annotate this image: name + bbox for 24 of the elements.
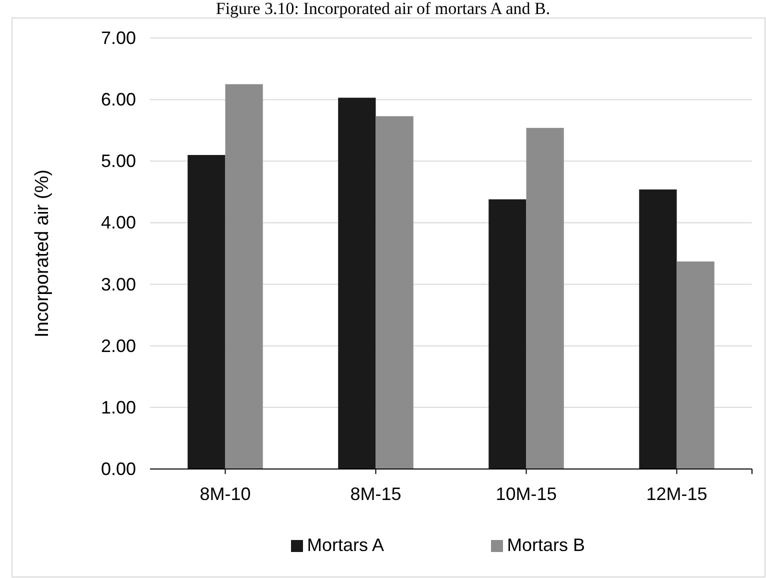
x-tick-label: 10M-15 [496, 484, 557, 504]
legend-label: Mortars A [307, 535, 384, 555]
y-tick-label: 6.00 [100, 90, 136, 110]
y-tick-label: 4.00 [100, 212, 136, 233]
y-tick-label: 2.00 [100, 336, 136, 356]
bar [526, 128, 564, 469]
legend-label: Mortars B [507, 535, 586, 555]
chart-title: Figure 3.10: Incorporated air of mortars A and B. [216, 0, 550, 18]
y-tick-label: 0.00 [100, 459, 136, 479]
bar [225, 84, 263, 469]
x-tick-label: 12M-15 [646, 484, 708, 504]
x-tick-label: 8M-15 [350, 484, 402, 504]
bar [639, 189, 677, 469]
bar [488, 199, 526, 469]
x-tick-label: 8M-10 [200, 484, 251, 504]
y-tick-label: 5.00 [100, 151, 136, 172]
bar [188, 154, 226, 469]
bar [376, 116, 414, 469]
y-tick-label: 1.00 [100, 397, 136, 418]
y-tick-label: 7.00 [100, 28, 136, 48]
bar [338, 98, 376, 469]
bar [676, 262, 714, 469]
y-axis-title: Incorporated air (%) [32, 170, 53, 338]
y-tick-label: 3.00 [100, 274, 136, 294]
